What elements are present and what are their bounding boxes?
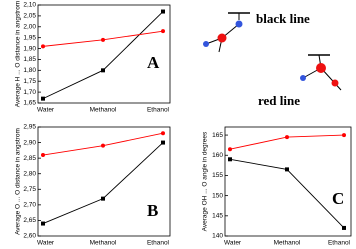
data-point bbox=[228, 147, 232, 152]
data-point bbox=[41, 153, 45, 158]
x-tick-label: Water bbox=[37, 107, 55, 114]
y-tick-label: 2,80 bbox=[23, 170, 36, 177]
y-tick-label: 2,70 bbox=[23, 202, 36, 209]
y-tick-label: 2,75 bbox=[23, 186, 36, 193]
y-tick-label: 1,70 bbox=[23, 89, 36, 96]
y-tick-label: 2,95 bbox=[23, 124, 36, 131]
x-tick-label: Methanol bbox=[274, 240, 301, 247]
x-tick-label: Methanol bbox=[90, 240, 117, 247]
legend-label: red line bbox=[258, 93, 300, 108]
x-tick-label: Methanol bbox=[90, 107, 117, 114]
data-point bbox=[161, 29, 165, 34]
y-tick-label: 145 bbox=[212, 213, 223, 220]
y-tick-label: 165 bbox=[212, 132, 223, 139]
y-tick-label: 140 bbox=[212, 233, 223, 240]
data-point bbox=[41, 44, 45, 49]
data-point bbox=[285, 167, 289, 172]
data-point bbox=[342, 225, 346, 230]
y-axis-title: Average O ... O distance in angstrom bbox=[15, 128, 22, 235]
y-tick-label: 2,05 bbox=[23, 13, 36, 20]
y-axis-title: Average OH ... O angle in degrees bbox=[202, 131, 209, 231]
x-tick-label: Ethanol bbox=[328, 240, 351, 247]
y-tick-label: 2,10 bbox=[23, 2, 36, 9]
y-tick-label: 2,65 bbox=[23, 217, 36, 224]
y-tick-label: 1,65 bbox=[23, 100, 36, 107]
data-point bbox=[228, 157, 232, 162]
panel-label: A bbox=[147, 53, 160, 72]
y-tick-label: 2,90 bbox=[23, 139, 36, 146]
series-line bbox=[42, 11, 164, 100]
y-tick-label: 2,60 bbox=[23, 233, 36, 240]
y-tick-label: 155 bbox=[212, 172, 223, 179]
molecule-diagram bbox=[203, 12, 342, 91]
panel-label: B bbox=[147, 201, 158, 220]
x-tick-label: Water bbox=[224, 240, 242, 247]
y-tick-label: 1,85 bbox=[23, 56, 36, 63]
data-point bbox=[161, 140, 165, 145]
x-tick-label: Ethanol bbox=[147, 240, 170, 247]
y-tick-label: 1,90 bbox=[23, 45, 36, 52]
data-point bbox=[161, 131, 165, 136]
data-point bbox=[101, 196, 105, 201]
data-point bbox=[161, 9, 165, 14]
data-point bbox=[41, 96, 45, 101]
panel-label: C bbox=[332, 189, 344, 208]
plot-frame bbox=[37, 126, 171, 237]
y-tick-label: 2,85 bbox=[23, 155, 36, 162]
y-tick-label: 2,00 bbox=[23, 23, 36, 30]
y-tick-label: 160 bbox=[212, 152, 223, 159]
plot-frame bbox=[37, 4, 171, 104]
y-tick-label: 1,95 bbox=[23, 34, 36, 41]
y-tick-label: 150 bbox=[212, 192, 223, 199]
data-point bbox=[285, 135, 289, 140]
data-point bbox=[101, 68, 105, 73]
legend-label: black line bbox=[256, 11, 310, 26]
data-point bbox=[101, 37, 105, 42]
data-point bbox=[101, 143, 105, 148]
series-line bbox=[42, 142, 164, 224]
y-axis-title: Average H ... O distance in angstrom bbox=[15, 1, 22, 107]
data-point bbox=[41, 221, 45, 226]
y-tick-label: 1,75 bbox=[23, 78, 36, 85]
x-tick-label: Water bbox=[37, 240, 55, 247]
y-tick-label: 1,80 bbox=[23, 67, 36, 74]
x-tick-label: Ethanol bbox=[147, 107, 170, 114]
data-point bbox=[342, 133, 346, 138]
plot-frame bbox=[224, 126, 352, 237]
